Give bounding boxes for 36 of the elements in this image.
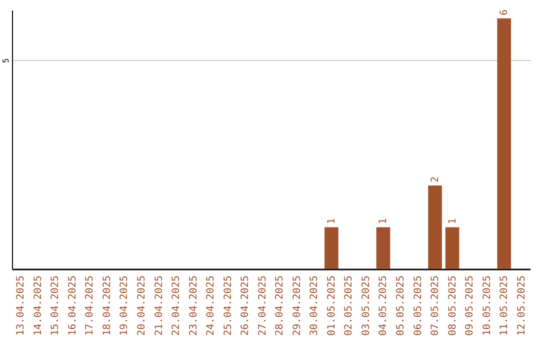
x-tick-label: 03.05.2025 [360, 276, 372, 336]
x-tick-label: 21.04.2025 [154, 276, 165, 336]
data-label: 1 [447, 218, 458, 224]
x-tick-label: 15.04.2025 [50, 276, 62, 336]
x-tick-label: 10.05.2025 [482, 276, 493, 336]
x-tick-label: 18.04.2025 [102, 276, 113, 336]
data-label: 6 [499, 9, 510, 16]
x-tick-label: 02.05.2025 [344, 276, 355, 336]
x-tick-label: 27.04.2025 [257, 276, 268, 336]
x-tick-label: 30.04.2025 [309, 276, 320, 336]
x-tick-label: 29.04.2025 [292, 276, 303, 336]
x-tick-label: 05.05.2025 [396, 276, 406, 336]
x-tick-label: 01.05.2025 [326, 276, 338, 336]
x-tick-label: 11.05.2025 [499, 276, 510, 336]
x-tick-label: 28.04.2025 [274, 276, 286, 336]
x-tick-label: 25.04.2025 [222, 276, 234, 336]
x-tick-label: 19.04.2025 [119, 276, 130, 336]
x-tick-label: 14.04.2025 [32, 276, 44, 336]
data-label: 1 [378, 218, 390, 224]
x-tick-label: 17.04.2025 [84, 276, 96, 336]
x-tick-label: 12.05.2025 [516, 276, 528, 336]
x-tick-label: 22.04.2025 [171, 276, 182, 336]
y-tick-label: 5 [2, 58, 10, 64]
x-tick-label: 16.04.2025 [67, 276, 78, 336]
x-tick-label: 07.05.2025 [430, 276, 442, 336]
x-tick-label: 26.04.2025 [240, 276, 252, 336]
x-tick-label: 08.05.2025 [447, 276, 458, 336]
x-tick-label: 13.04.2025 [16, 276, 27, 336]
x-tick-label: 20.04.2025 [136, 276, 148, 336]
data-label: 1 [326, 218, 338, 224]
x-tick-label: 06.05.2025 [412, 276, 424, 336]
x-tick-label: 23.04.2025 [188, 276, 200, 336]
x-tick-label: 09.05.2025 [464, 276, 476, 336]
data-label: 2 [430, 176, 442, 182]
x-tick-label: 24.04.2025 [206, 276, 217, 336]
x-tick-label: 04.05.2025 [378, 276, 390, 336]
